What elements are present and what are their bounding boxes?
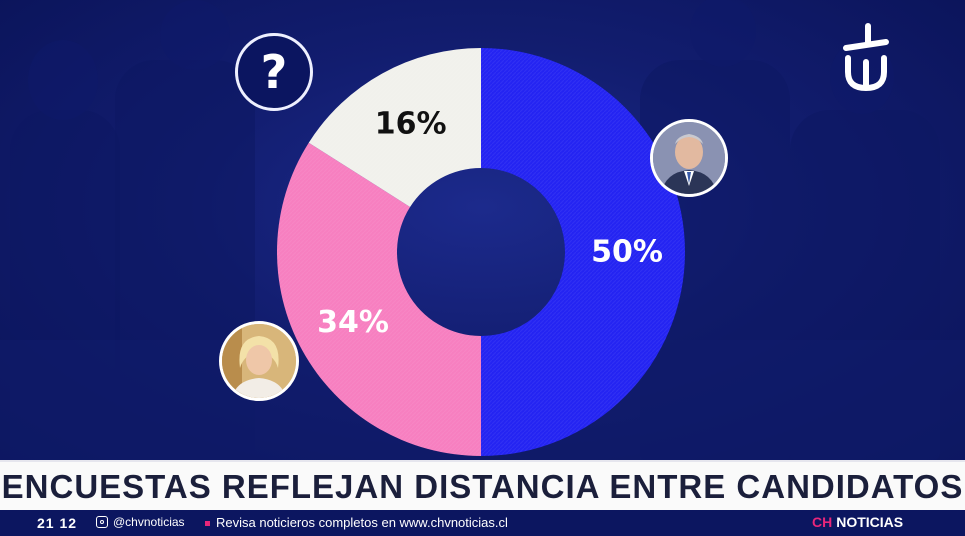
donut-slice-label: 34% xyxy=(317,305,389,340)
ticker-bullet-icon xyxy=(205,521,210,526)
question-mark-icon: ? xyxy=(260,45,288,99)
background-head xyxy=(690,0,756,67)
headline-text: ENCUESTAS REFLEJAN DISTANCIA ENTRE CANDI… xyxy=(1,468,964,505)
brand-prefix: CH xyxy=(812,514,833,530)
donut-slice-texture xyxy=(481,48,685,456)
chv-channel-logo xyxy=(843,23,889,92)
donut-chart: 50% 34% 16% xyxy=(277,48,685,456)
donut-slices xyxy=(277,48,685,456)
brand-logo: CH NOTICIAS xyxy=(812,514,903,530)
background-head xyxy=(28,40,98,120)
woman-portrait-icon xyxy=(222,324,296,398)
man-portrait-icon xyxy=(653,122,725,194)
news-ticker: 21 12 @chvnoticias Revisa noticieros com… xyxy=(0,510,965,536)
donut-slice-label: 16% xyxy=(375,107,447,142)
unknown-candidate-badge: ? xyxy=(235,33,313,111)
candidate-avatar-man xyxy=(650,119,728,197)
social-handle: @chvnoticias xyxy=(96,515,185,529)
instagram-handle: @chvnoticias xyxy=(113,515,185,529)
donut-slice-texture xyxy=(308,48,481,207)
donut-slice-label: 50% xyxy=(591,235,663,270)
donut-labels: 50% 34% 16% xyxy=(317,107,663,340)
ticker-message: Revisa noticieros completos en www.chvno… xyxy=(216,515,508,530)
studio-background: 50% 34% 16% ? xyxy=(0,0,965,460)
clock-time: 21 12 xyxy=(37,515,78,531)
brand-name: NOTICIAS xyxy=(836,514,904,530)
instagram-icon xyxy=(96,516,108,528)
headline-banner: ENCUESTAS REFLEJAN DISTANCIA ENTRE CANDI… xyxy=(0,460,965,512)
donut-slice-texture xyxy=(277,142,481,456)
background-head xyxy=(160,0,230,70)
candidate-avatar-woman xyxy=(219,321,299,401)
